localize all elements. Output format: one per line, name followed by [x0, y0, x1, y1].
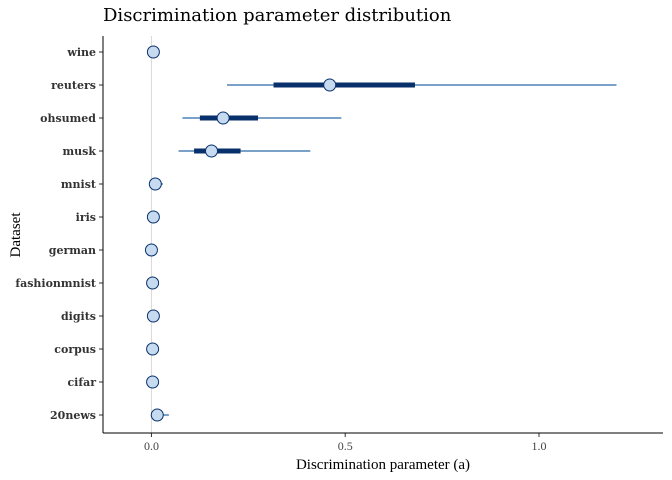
y-axis-title: Dataset	[8, 212, 24, 258]
median-point-digits	[146, 309, 160, 323]
x-tick-label-0: 0.0	[144, 439, 159, 453]
y-tick-label-corpus: corpus	[54, 343, 96, 356]
x-tick-label-1: 0.5	[338, 439, 353, 453]
y-tick-label-reuters: reuters	[51, 79, 96, 92]
interval-layer	[144, 45, 617, 422]
median-point-corpus	[146, 342, 160, 356]
chart-title: Discrimination parameter distribution	[103, 5, 452, 26]
y-tick-label-20news: 20news	[50, 409, 96, 422]
median-point-reuters	[323, 78, 337, 92]
y-tick-label-iris: iris	[76, 211, 96, 224]
median-point-cifar	[146, 375, 160, 389]
y-tick-label-wine: wine	[66, 46, 96, 59]
y-axis-ticks: wine reuters ohsumed musk mnist iris german fas…	[15, 46, 103, 422]
y-tick-label-ohsumed: ohsumed	[40, 112, 96, 125]
median-point-mnist	[148, 177, 162, 191]
median-point-iris	[146, 210, 160, 224]
median-point-20news	[150, 408, 164, 422]
y-tick-label-musk: musk	[63, 145, 97, 158]
median-point-german	[144, 243, 158, 257]
median-point-ohsumed	[216, 111, 230, 125]
x-tick-label-2: 1.0	[531, 439, 546, 453]
x-axis-title: Discrimination parameter (a)	[296, 457, 470, 473]
y-tick-label-mnist: mnist	[61, 178, 97, 191]
y-tick-label-fashionmnist: fashionmnist	[15, 277, 97, 290]
y-tick-label-digits: digits	[61, 310, 96, 323]
x-axis-ticks: 0.0 0.5 1.0	[144, 433, 546, 453]
median-point-fashionmnist	[146, 276, 160, 290]
median-point-musk	[205, 144, 219, 158]
y-tick-label-german: german	[49, 244, 96, 257]
y-tick-label-cifar: cifar	[67, 376, 96, 389]
median-point-wine	[146, 45, 160, 59]
